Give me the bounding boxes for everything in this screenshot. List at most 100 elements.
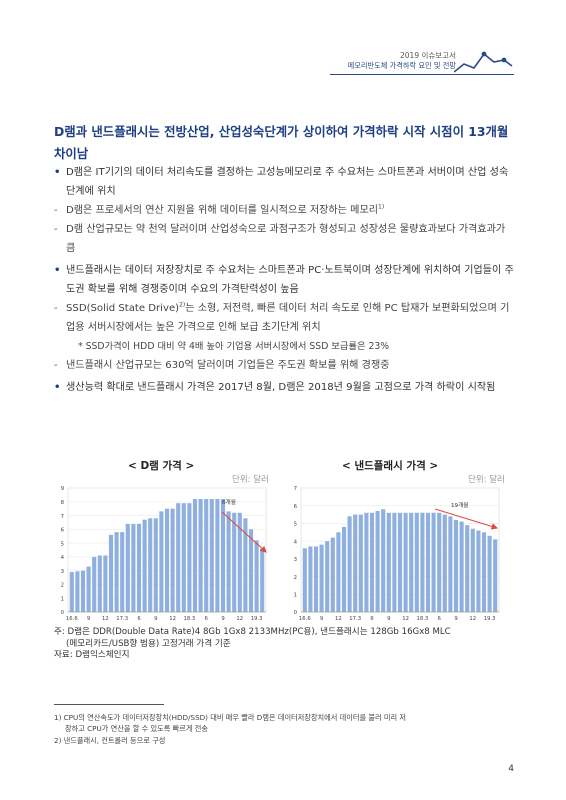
bar xyxy=(97,555,102,612)
bar xyxy=(397,512,403,612)
bar xyxy=(453,519,459,612)
y-tick-label: 5 xyxy=(294,522,297,528)
y-tick-label: 6 xyxy=(294,504,298,510)
sub-item-dram-memory: D램은 프로세서의 연산 지원을 위해 데이터를 일시적으로 저장하는 메모리1… xyxy=(54,201,514,220)
bar xyxy=(243,518,248,612)
x-tick-label: 9 xyxy=(387,616,390,622)
bar xyxy=(442,514,447,612)
bar xyxy=(358,514,363,612)
trend-arrow xyxy=(221,511,267,553)
bar xyxy=(187,503,192,612)
bar xyxy=(420,512,425,612)
footnote-ref: 1) xyxy=(378,203,385,211)
bar xyxy=(353,514,358,612)
bar xyxy=(125,523,130,612)
bar xyxy=(198,499,203,612)
y-tick-label: 3 xyxy=(294,557,297,563)
x-tick-label: 17.3 xyxy=(349,616,361,622)
chart-source: 자료: D램익스체인지 xyxy=(54,650,130,660)
x-tick-label: 12 xyxy=(169,616,176,622)
chart-unit-dram: 단위: 달러 xyxy=(232,475,269,485)
bar xyxy=(232,512,237,612)
y-tick-label: 4 xyxy=(61,555,65,561)
bar xyxy=(308,546,313,612)
footnote-ref: 2) xyxy=(179,301,186,309)
item-text: D램 산업규모는 약 천억 달러이며 산업성숙으로 과점구조가 형성되고 성장성… xyxy=(66,224,506,254)
bar xyxy=(248,529,254,612)
nand-price-chart: 0 1 2 3 4 5 6 7 16.6 9 12 17.3 6 9 12 18.3 6 9 12 19.3 19개월 xyxy=(285,484,505,630)
duration-annotation: 6개월 xyxy=(222,498,236,506)
header-rule xyxy=(330,74,514,76)
x-tick-label: 6 xyxy=(205,616,209,622)
bar xyxy=(170,508,175,612)
item-text: D램은 프로세서의 연산 지원을 위해 데이터를 일시적으로 저장하는 메모리 xyxy=(66,205,379,216)
bar xyxy=(476,530,481,612)
chart-note-line1: 주: D램은 DDR(Double Data Rate)4 8Gb 1Gx8 2… xyxy=(54,627,451,637)
bar xyxy=(369,512,375,612)
bar xyxy=(176,503,181,612)
bar xyxy=(347,516,352,612)
x-tick-label: 9 xyxy=(154,616,157,622)
item-text: 낸드플래시 산업규모는 630억 달러이며 기업들은 주도권 확보를 위해 경쟁… xyxy=(66,360,390,371)
item-text: SSD(Solid State Drive) xyxy=(66,303,180,314)
bar xyxy=(108,534,114,612)
bar xyxy=(92,556,97,612)
y-tick-label: 0 xyxy=(294,610,298,616)
page-number: 4 xyxy=(508,764,514,774)
x-tick-label: 6 xyxy=(137,616,141,622)
bar xyxy=(336,532,341,612)
footnote-1-line2: 장하고 CPU가 연산을 할 수 있도록 빠르게 전송 xyxy=(65,724,209,733)
report-subtitle: 메모리반도체 가격하락 요인 및 전망 xyxy=(347,61,456,70)
bullet-text: D램은 IT기기의 데이터 처리속도를 결정하는 고성능메모리로 주 수요처는 … xyxy=(66,167,509,197)
bar xyxy=(215,499,220,612)
y-tick-label: 7 xyxy=(294,486,297,492)
bar xyxy=(437,512,442,612)
section-heading: D램과 낸드플래시는 전방산업, 산업성숙단계가 상이하여 가격하락 시작 시점… xyxy=(54,124,509,161)
footnote-2: 2) 낸드플래시, 컨트롤러 등으로 구성 xyxy=(54,736,166,745)
body-content: D램은 IT기기의 데이터 처리속도를 결정하는 고성능메모리로 주 수요처는 … xyxy=(54,163,514,397)
bar xyxy=(493,539,498,612)
bar xyxy=(142,519,147,612)
bar xyxy=(487,535,492,612)
x-tick-label: 16.6 xyxy=(299,616,311,622)
bar xyxy=(448,516,453,612)
bar xyxy=(341,526,347,612)
bar xyxy=(470,528,475,612)
x-tick-label: 19.3 xyxy=(251,616,263,622)
bullet-dram: D램은 IT기기의 데이터 처리속도를 결정하는 고성능메모리로 주 수요처는 … xyxy=(54,163,514,201)
bar xyxy=(386,512,391,612)
bar xyxy=(319,544,324,612)
bar xyxy=(164,508,170,612)
x-tick-label: 9 xyxy=(320,616,323,622)
bar xyxy=(204,499,209,612)
bar xyxy=(220,499,226,612)
bar xyxy=(481,532,487,612)
y-tick-label: 1 xyxy=(294,592,297,598)
bar xyxy=(313,546,319,612)
bar xyxy=(75,571,80,612)
bar xyxy=(181,503,186,612)
chart-note-line2: (메모리카드/USB향 범용) 고정거래 가격 기준 xyxy=(66,638,231,649)
x-tick-label: 9 xyxy=(221,616,224,622)
x-tick-label: 12 xyxy=(236,616,243,622)
bar xyxy=(148,518,153,612)
bullet-nand: 낸드플래시는 데이터 저장장치로 주 수요처는 스마트폰과 PC·노트북이며 성… xyxy=(54,261,514,299)
report-title: 2019 이슈보고서 xyxy=(400,51,456,60)
chart-title-dram: < D램 가격 > xyxy=(128,460,195,472)
bar xyxy=(364,512,369,612)
bar xyxy=(86,566,91,612)
bullet-text: 낸드플래시는 데이터 저장장치로 주 수요처는 스마트폰과 PC·노트북이며 성… xyxy=(66,265,514,295)
sub-item-dram-industry: D램 산업규모는 약 천억 달러이며 산업성숙으로 과점구조가 형성되고 성장성… xyxy=(54,220,514,258)
x-tick-label: 12 xyxy=(402,616,409,622)
bar xyxy=(409,512,414,612)
y-tick-label: 4 xyxy=(294,539,298,545)
y-tick-label: 2 xyxy=(294,575,297,581)
bar xyxy=(226,511,231,612)
bar xyxy=(136,523,142,612)
x-tick-label: 19.3 xyxy=(484,616,496,622)
bar xyxy=(209,499,214,612)
line-graph-logo-icon xyxy=(454,51,513,73)
y-tick-label: 0 xyxy=(61,610,65,616)
x-tick-label: 12 xyxy=(335,616,342,622)
chart-title-nand: < 낸드플래시 가격 > xyxy=(342,460,439,472)
